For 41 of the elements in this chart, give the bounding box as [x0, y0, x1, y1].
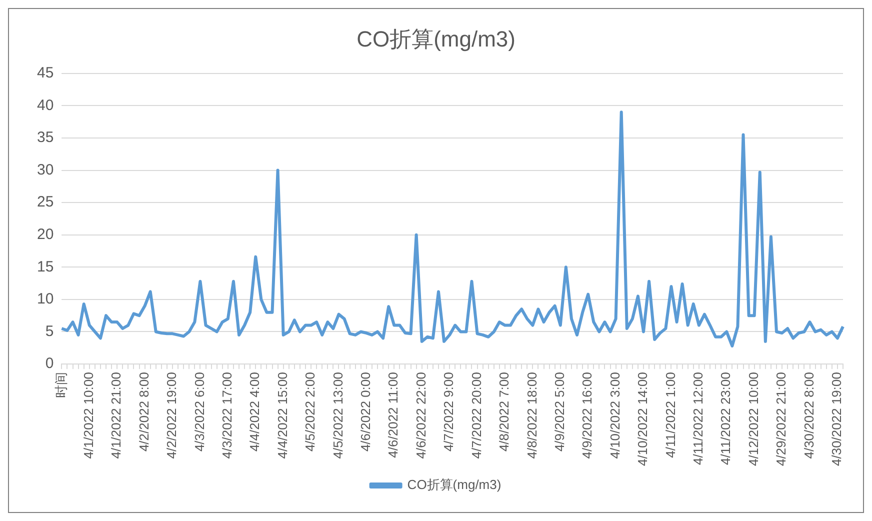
y-tick-label: 20 [36, 226, 54, 243]
x-tick-label: 4/6/2022 22:00 [413, 372, 428, 459]
x-tick-label: 时间 [53, 372, 68, 398]
x-tick-label: 4/1/2022 21:00 [108, 372, 124, 459]
y-tick-label: 30 [36, 161, 54, 178]
chart-title: CO折算(mg/m3) [356, 26, 516, 52]
y-tick-label: 40 [36, 96, 54, 114]
x-tick-label: 4/4/2022 15:00 [274, 372, 290, 459]
y-tick-label: 0 [45, 355, 54, 372]
x-tick-label: 4/3/2022 17:00 [220, 372, 234, 459]
x-tick-label: 4/10/2022 3:00 [607, 372, 622, 459]
x-tick-label: 4/29/2022 21:00 [774, 372, 789, 466]
y-tick-label: 15 [36, 258, 54, 276]
x-tick-label: 4/11/2022 23:00 [718, 372, 734, 466]
x-tick-label: 4/11/2022 12:00 [690, 372, 706, 466]
x-tick-label: 4/8/2022 7:00 [496, 372, 512, 452]
x-tick-label: 4/3/2022 6:00 [192, 372, 207, 452]
x-tick-label: 4/30/2022 19:00 [829, 372, 844, 466]
x-tick-label: 4/10/2022 14:00 [635, 372, 650, 466]
x-tick-label: 4/2/2022 8:00 [136, 372, 152, 452]
y-tick-label: 35 [36, 129, 54, 146]
x-tick-label: 4/9/2022 5:00 [552, 372, 567, 452]
legend-label: CO折算(mg/m3) [407, 477, 502, 492]
y-tick-label: 25 [36, 194, 54, 211]
y-tick-label: 45 [36, 64, 54, 82]
x-tick-label: 4/11/2022 1:00 [662, 372, 678, 458]
x-tick-label: 4/5/2022 13:00 [330, 372, 346, 459]
x-tick-label: 4/2/2022 19:00 [164, 372, 180, 459]
x-tick-label: 4/7/2022 20:00 [468, 372, 484, 459]
x-tick-label: 4/5/2022 2:00 [302, 372, 318, 452]
x-tick-label: 4/9/2022 16:00 [580, 372, 595, 459]
x-tick-label: 4/7/2022 9:00 [441, 372, 456, 452]
x-tick-label: 4/30/2022 8:00 [801, 372, 816, 459]
x-tick-label: 4/6/2022 11:00 [386, 372, 401, 458]
x-tick-label: 4/1/2022 10:00 [80, 372, 96, 459]
y-tick-label: 5 [45, 322, 54, 340]
x-tick-label: 4/6/2022 0:00 [358, 372, 374, 452]
x-tick-label: 4/8/2022 18:00 [524, 372, 540, 459]
x-tick-label: 4/4/2022 4:00 [247, 372, 262, 452]
y-tick-label: 10 [36, 290, 54, 308]
x-tick-label: 4/12/2022 10:00 [746, 372, 761, 466]
